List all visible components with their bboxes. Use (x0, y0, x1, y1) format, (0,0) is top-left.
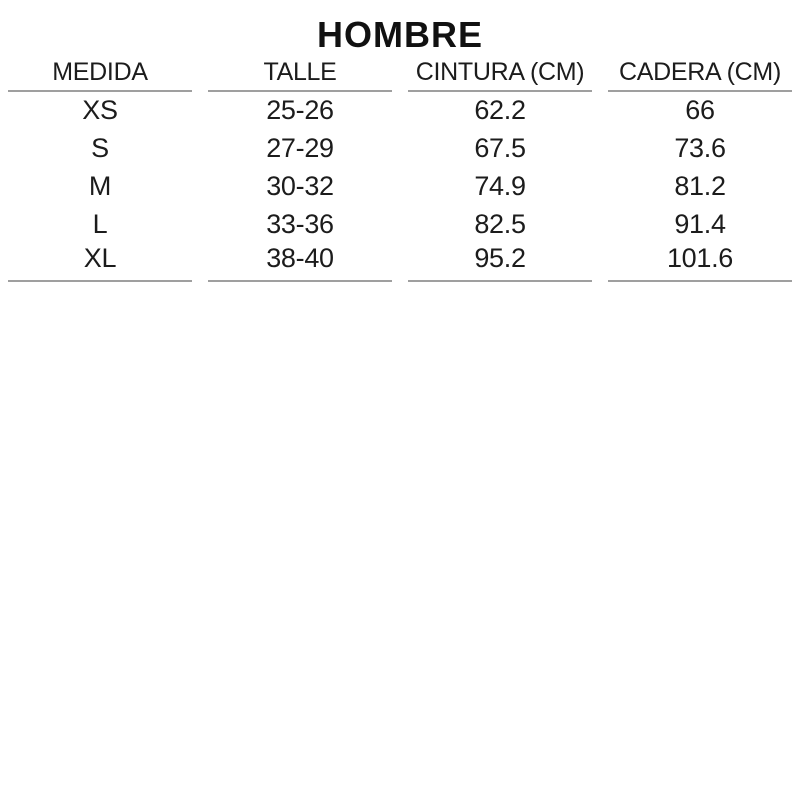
cell-size: L (92, 208, 108, 239)
cell-cintura: 82.5 (474, 208, 526, 239)
column-header-cintura: CINTURA (CM) (408, 58, 592, 92)
column-header-cadera: CADERA (CM) (608, 58, 792, 92)
column-header-talle: TALLE (208, 58, 392, 92)
cell-size: M (88, 170, 112, 201)
cell-cadera: 66 (685, 95, 715, 126)
cell-talle: 38-40 (208, 243, 392, 283)
cell-talle: 33-36 (266, 208, 334, 239)
cell-cadera: 81.2 (674, 170, 726, 201)
cell-cintura: 67.5 (474, 133, 526, 164)
cell-size: XS (82, 95, 118, 126)
cell-cintura: 74.9 (474, 170, 526, 201)
page-title: HOMBRE (317, 14, 483, 55)
cell-size: S (91, 133, 109, 164)
cell-cadera: 101.6 (608, 243, 792, 283)
cell-talle: 30-32 (266, 170, 334, 201)
cell-cadera: 73.6 (674, 133, 726, 164)
size-chart-page: HOMBRE MEDIDA TALLE CINTURA (CM) CADERA … (0, 16, 800, 800)
cell-cintura: 62.2 (474, 95, 526, 126)
cell-cintura: 95.2 (408, 243, 592, 283)
cell-talle: 25-26 (266, 95, 334, 126)
cell-cadera: 91.4 (674, 208, 726, 239)
size-chart-table: MEDIDA TALLE CINTURA (CM) CADERA (CM) XS… (0, 58, 800, 283)
column-header-medida: MEDIDA (8, 58, 192, 92)
cell-talle: 27-29 (266, 133, 334, 164)
cell-size: XL (8, 243, 192, 283)
